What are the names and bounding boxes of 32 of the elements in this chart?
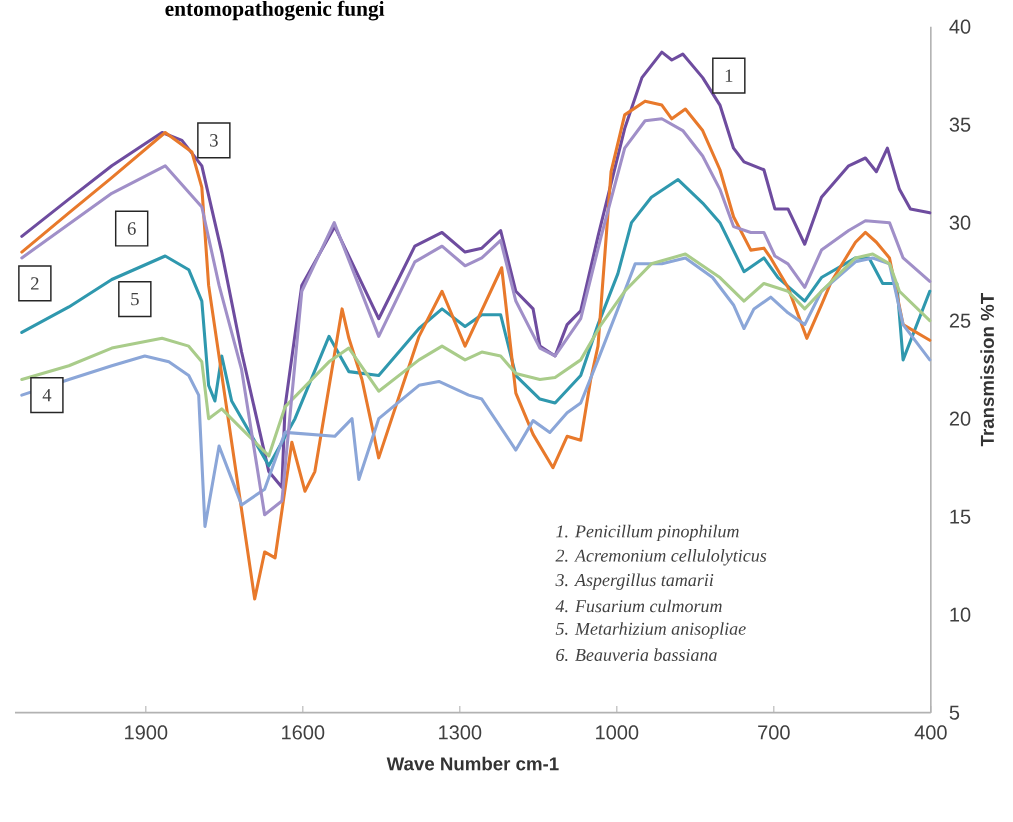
line-series <box>20 99 932 601</box>
y-tick-label: 40 <box>949 19 971 34</box>
x-tick-label: 1000 <box>596 725 639 740</box>
x-tick-label: 700 <box>758 725 790 740</box>
annotation: 2 <box>31 277 39 290</box>
annotation: 3. Aspergillus tamarii <box>555 573 714 590</box>
y-tick-label: 15 <box>950 509 971 524</box>
text: entomopathogenic fungi <box>165 0 385 21</box>
y-tick-label: 5 <box>949 705 960 720</box>
y-tick-label: 20 <box>949 411 971 426</box>
x-tick-label: 400 <box>914 725 947 740</box>
annotation: 5 <box>131 292 139 306</box>
y-tick-label: 30 <box>949 215 971 230</box>
line-series <box>20 117 932 517</box>
annotation: 1 <box>725 69 733 82</box>
y-axis-title: Transmission %T <box>980 293 994 447</box>
y-tick-label: 35 <box>949 117 971 132</box>
annotation: 4. Fusarium culmorum <box>555 599 722 613</box>
x-tick-label: 1900 <box>125 725 168 740</box>
annotation: 1. Penicillum pinophilum <box>556 524 739 542</box>
annotation: 3 <box>210 134 218 147</box>
y-tick-label: 10 <box>950 607 971 622</box>
annotation: 6. Beauveria bassiana <box>556 648 717 662</box>
y-tick-label: 25 <box>949 313 971 328</box>
annotation: 2. Acremonium cellulolyticus <box>555 549 767 566</box>
line-series <box>20 252 932 458</box>
annotation: 4 <box>42 388 52 402</box>
x-tick-label: 1600 <box>282 725 325 740</box>
annotation: 5. Metarhizium anisopliae <box>555 622 746 639</box>
x-axis-title: Wave Number cm-1 <box>386 756 559 771</box>
x-tick-label: 1300 <box>439 725 482 740</box>
annotation: 6 <box>127 222 136 235</box>
